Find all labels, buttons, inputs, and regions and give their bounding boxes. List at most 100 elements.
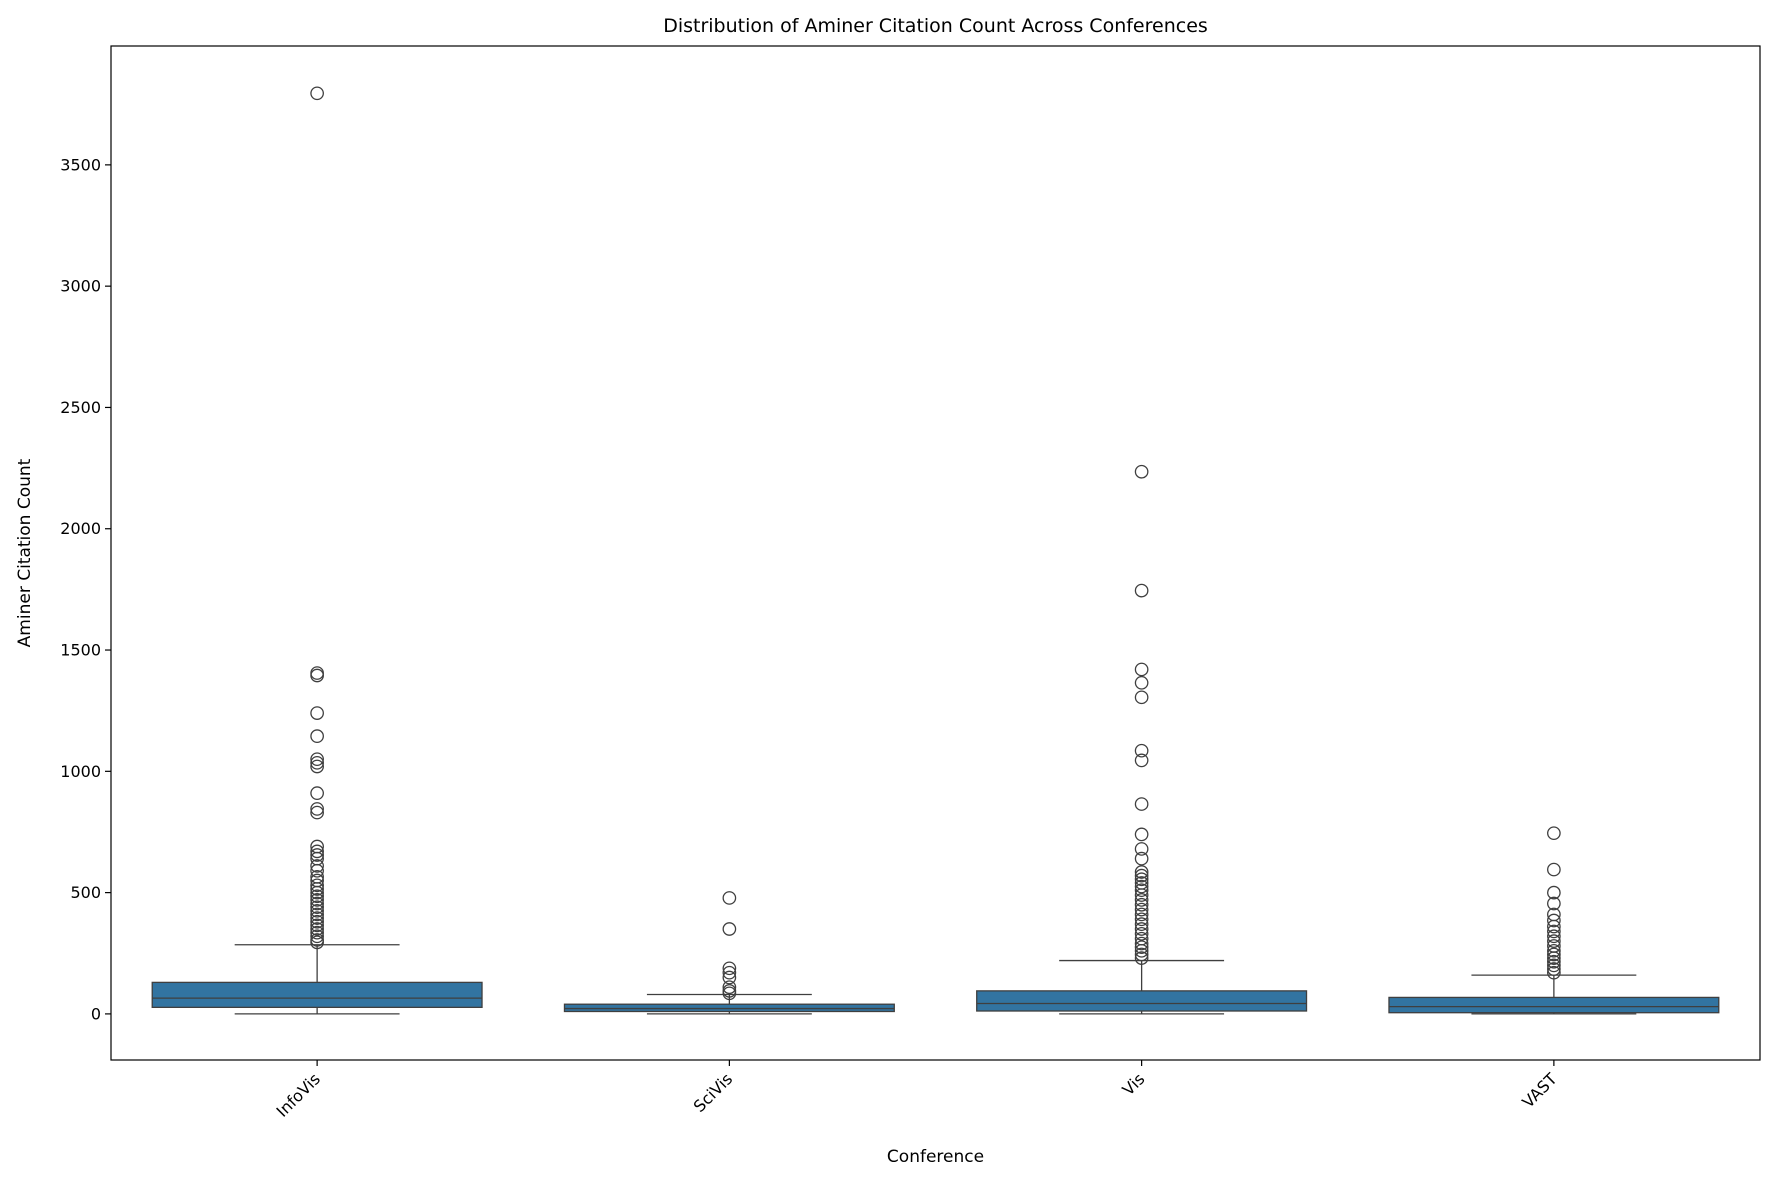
- outlier-point: [1547, 958, 1561, 973]
- outlier-point: [1547, 934, 1561, 948]
- outlier-point: [310, 882, 324, 896]
- outlier-point: [310, 889, 324, 904]
- outlier-point: [310, 759, 324, 774]
- x-tick-label: Vis: [1118, 1069, 1148, 1099]
- outlier-point: [310, 848, 324, 862]
- outlier-point: [310, 893, 324, 907]
- iqr-box: [151, 981, 483, 1009]
- x-axis-label: Conference: [887, 1147, 984, 1167]
- x-tick-label: SciVis: [690, 1069, 737, 1116]
- outlier-point: [1134, 743, 1149, 758]
- outlier-point: [310, 925, 324, 940]
- outlier-point: [722, 970, 737, 985]
- outlier-point: [310, 863, 324, 878]
- outlier-point: [1134, 951, 1149, 965]
- outlier-point: [1547, 862, 1561, 877]
- outlier-point: [1134, 464, 1149, 479]
- y-tick-label: 2000: [60, 519, 101, 538]
- outlier-point: [1134, 868, 1149, 883]
- x-tick-label: VAST: [1518, 1069, 1560, 1111]
- outlier-point: [1547, 954, 1561, 969]
- outlier-point: [310, 786, 324, 801]
- outlier-point: [310, 885, 324, 900]
- outlier-point: [1134, 936, 1149, 951]
- x-axis-ticks: InfoVis SciVis Vis VAST: [273, 1060, 1561, 1121]
- outlier-point: [1134, 922, 1149, 936]
- chart-title: Distribution of Aminer Citation Count Ac…: [663, 15, 1208, 37]
- y-tick-label: 500: [70, 883, 101, 902]
- y-tick-label: 2500: [60, 398, 101, 417]
- outlier-point: [1134, 902, 1149, 917]
- outlier-point: [310, 844, 324, 859]
- outlier-point: [1134, 927, 1149, 941]
- outlier-point: [722, 980, 737, 995]
- outlier-point: [1547, 929, 1561, 944]
- outlier-point: [1134, 897, 1149, 912]
- outlier-point: [722, 922, 737, 936]
- outlier-point: [310, 896, 324, 911]
- outlier-point: [1134, 947, 1149, 962]
- outlier-point: [1547, 951, 1561, 965]
- outlier-point: [310, 878, 324, 893]
- outlier-point: [1134, 851, 1149, 866]
- outlier-point: [722, 961, 737, 976]
- y-axis-ticks: 0 500 1000 1500 2000 2500 3000 3500: [60, 155, 111, 1023]
- outlier-point: [722, 986, 737, 1001]
- box-group-scivis: [563, 891, 895, 1015]
- y-tick-label: 3000: [60, 277, 101, 296]
- outlier-point: [1134, 907, 1149, 922]
- outlier-point: [1134, 879, 1149, 894]
- outlier-point: [1134, 888, 1149, 902]
- outlier-point: [1547, 896, 1561, 911]
- outlier-point: [310, 859, 324, 873]
- iqr-box: [563, 1003, 895, 1013]
- outlier-point: [1547, 943, 1561, 958]
- outlier-point: [310, 802, 324, 816]
- outlier-point: [310, 668, 324, 683]
- outlier-point: [310, 911, 324, 925]
- box-group-vis: [976, 464, 1308, 1015]
- iqr-box: [1388, 996, 1720, 1014]
- outlier-point: [1547, 826, 1561, 841]
- outlier-point: [1547, 962, 1561, 976]
- outlier-point: [1134, 827, 1149, 842]
- outlier-point: [1134, 943, 1149, 958]
- y-tick-label: 1500: [60, 641, 101, 660]
- outlier-point: [1134, 940, 1149, 955]
- y-tick-label: 1000: [60, 762, 101, 781]
- outlier-point: [310, 922, 324, 936]
- outlier-point: [310, 903, 324, 918]
- outlier-point: [310, 755, 324, 770]
- outlier-point: [1134, 753, 1149, 768]
- plot-frame: [110, 45, 1761, 1061]
- outlier-point: [722, 965, 737, 980]
- outlier-point: [1134, 690, 1149, 705]
- outlier-point: [310, 900, 324, 915]
- outlier-point: [1134, 583, 1149, 598]
- y-tick-label: 3500: [60, 155, 101, 174]
- iqr-box: [976, 990, 1308, 1012]
- outlier-point: [1547, 885, 1561, 900]
- outlier-point: [310, 86, 324, 101]
- outlier-point: [1134, 797, 1149, 811]
- outlier-point: [1134, 865, 1149, 879]
- outlier-point: [1134, 893, 1149, 907]
- outlier-point: [310, 929, 324, 944]
- outlier-point: [310, 914, 324, 929]
- outlier-point: [1547, 947, 1561, 962]
- y-axis-label: Aminer Citation Count: [15, 458, 35, 647]
- outlier-point: [1134, 675, 1149, 690]
- box-group-infovis: [151, 86, 483, 1015]
- outlier-point: [310, 752, 324, 767]
- outlier-point: [1547, 965, 1561, 980]
- outlier-point: [310, 805, 324, 820]
- outlier-point: [310, 907, 324, 922]
- outlier-point: [310, 918, 324, 933]
- outlier-point: [1134, 883, 1149, 898]
- outlier-point: [1134, 872, 1149, 887]
- outlier-point: [1134, 917, 1149, 932]
- outlier-point: [722, 891, 737, 905]
- outlier-point: [1547, 924, 1561, 939]
